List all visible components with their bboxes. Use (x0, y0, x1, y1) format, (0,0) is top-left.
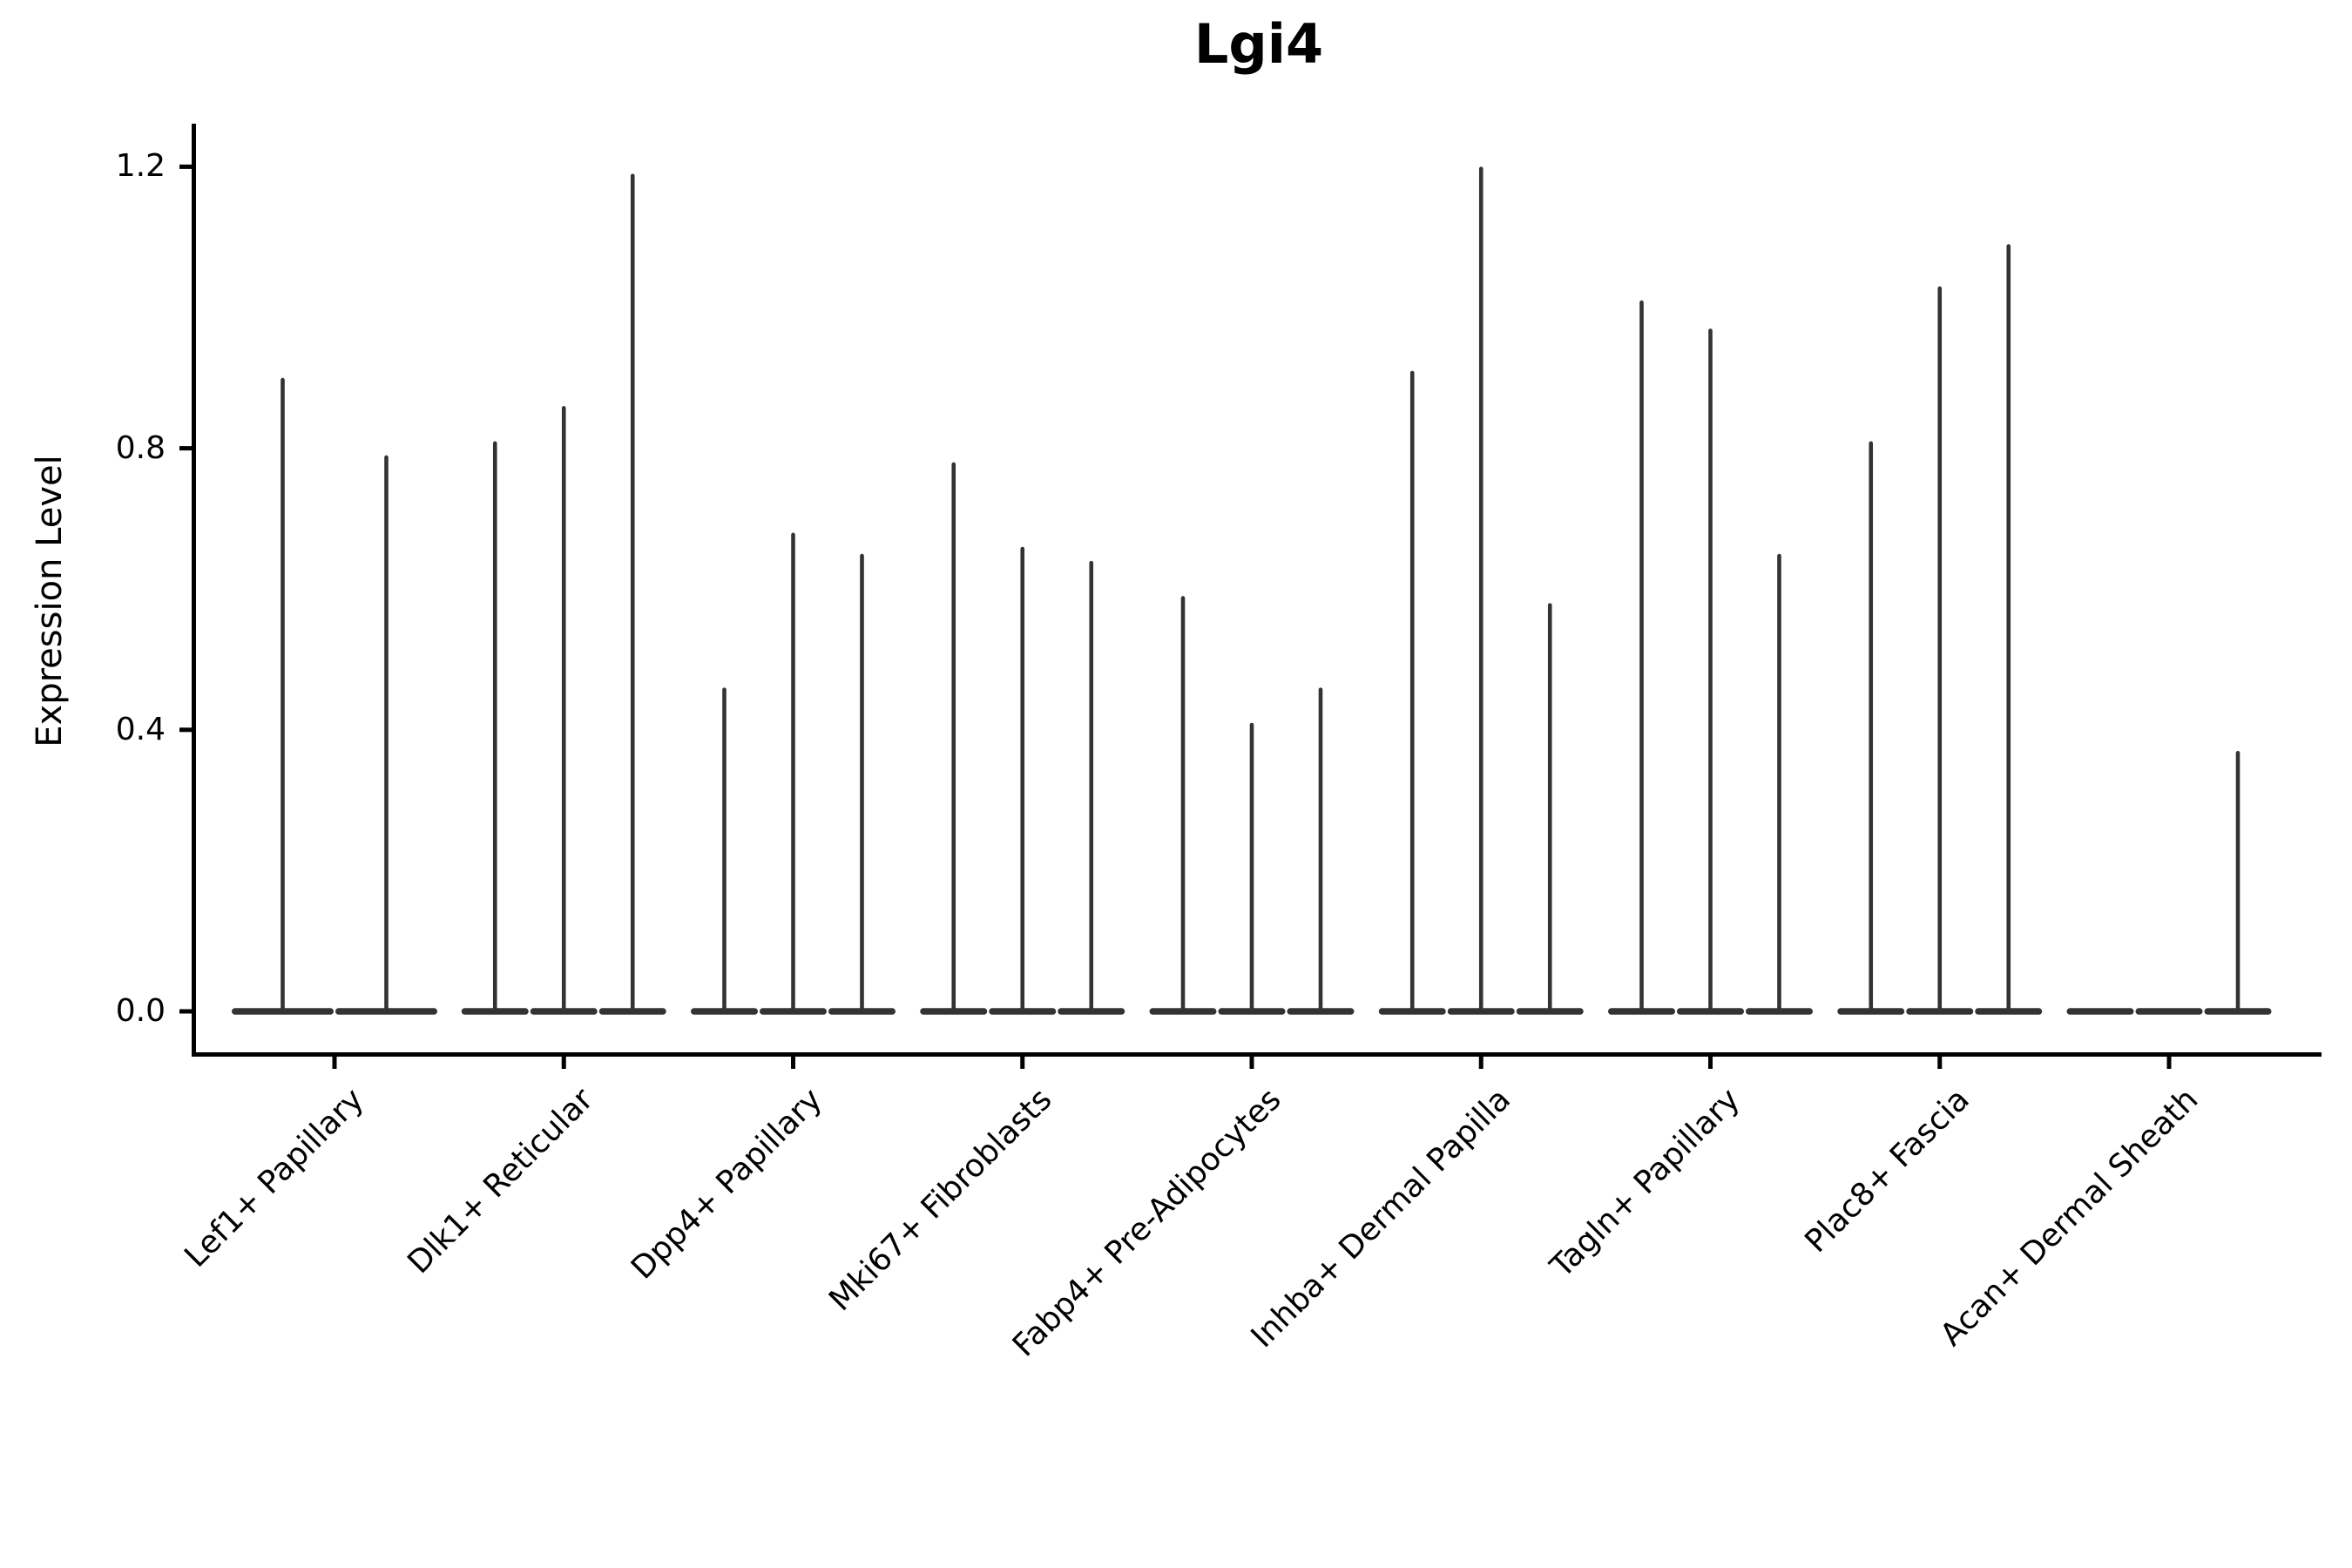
violin-base (2066, 1008, 2134, 1015)
violin-spike (951, 462, 956, 1011)
violin-spike (1089, 560, 1094, 1011)
violin-spike (384, 455, 389, 1011)
violin-spike (630, 173, 635, 1012)
violin-spike (1180, 596, 1186, 1011)
violin-spike (492, 441, 497, 1011)
x-tick (332, 1057, 337, 1069)
violin-spike (1249, 722, 1254, 1011)
y-tick-label: 0.4 (115, 711, 166, 747)
y-tick-label: 1.2 (115, 148, 166, 185)
violin-spike (791, 532, 795, 1011)
violin-spike (1409, 370, 1415, 1012)
x-tick (1478, 1057, 1484, 1069)
violin-spike (2006, 244, 2011, 1011)
y-axis-spine (192, 124, 196, 1057)
y-tick (179, 164, 192, 169)
violin-spike (1547, 603, 1552, 1011)
x-tick (1708, 1057, 1713, 1069)
x-tick (2166, 1057, 2172, 1069)
violin-spike (860, 553, 864, 1011)
x-tick (1249, 1057, 1254, 1069)
violin-base (2135, 1008, 2203, 1015)
y-tick (179, 727, 192, 733)
violin-spike (561, 406, 566, 1011)
violin-spike (1777, 553, 1781, 1011)
x-axis-spine (192, 1052, 2322, 1057)
x-tick (561, 1057, 566, 1069)
violin-spike (1318, 687, 1323, 1011)
violin-spike (1937, 286, 1943, 1011)
y-tick (179, 446, 192, 451)
violin-spike (1478, 166, 1484, 1011)
chart-title: Lgi4 (1193, 12, 1324, 76)
violin-spike (1639, 300, 1644, 1011)
violin-spike (1708, 328, 1713, 1011)
y-axis-label: Expression Level (30, 455, 70, 747)
violin-spike (2235, 751, 2240, 1011)
y-tick-label: 0.0 (115, 993, 166, 1029)
violin-spike (280, 377, 285, 1011)
x-tick (1020, 1057, 1025, 1069)
x-tick (791, 1057, 795, 1069)
violin-spike (1020, 546, 1025, 1011)
x-tick (1937, 1057, 1943, 1069)
y-tick (179, 1009, 192, 1014)
y-tick-label: 0.8 (115, 429, 166, 466)
violin-spike (1869, 441, 1874, 1011)
violin-spike (722, 687, 727, 1011)
